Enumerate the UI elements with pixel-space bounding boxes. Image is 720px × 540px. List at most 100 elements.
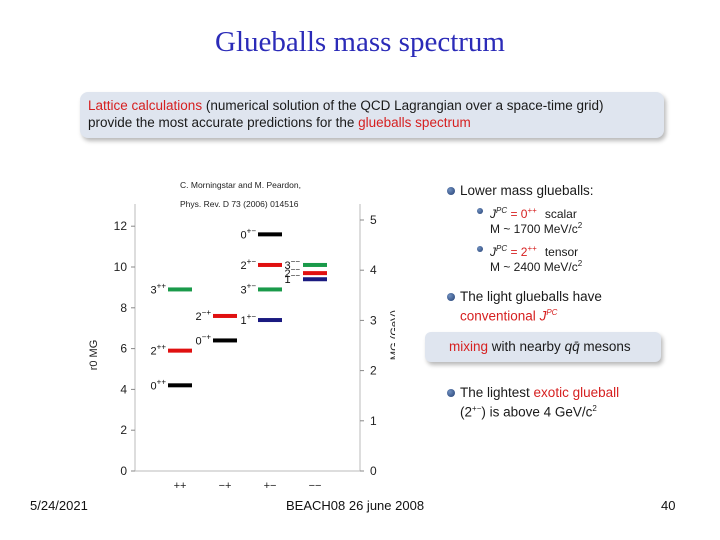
left-tick-label: 2 [120, 423, 127, 437]
mixing-red: mixing [449, 339, 489, 354]
level-label: 3+− [241, 281, 257, 296]
level-bar-1−− [303, 277, 327, 282]
light-line-1: The light glueballs have [460, 289, 602, 304]
level-label: 1+− [241, 312, 257, 327]
right-tick-label: 2 [370, 364, 377, 378]
tensor-mass-line: M ~ 2400 MeV/c2 [490, 257, 582, 274]
light-conventional: conventional [460, 308, 540, 324]
footer-event: BEACH08 26 june 2008 [286, 498, 425, 513]
banner-line1-rest: (numerical solution of the QCD Lagrangia… [202, 98, 604, 113]
exotic-sup2: 2 [592, 404, 597, 413]
banner-line-1: Lattice calculations (numerical solution… [88, 98, 656, 115]
left-tick-label: 10 [114, 260, 128, 274]
footer-date: 5/24/2021 [30, 498, 88, 513]
level-label: 0++ [151, 377, 167, 392]
level-bar-3−− [303, 262, 327, 267]
banner-lattice-text: Lattice calculations [88, 98, 203, 113]
banner-line-2: provide the most accurate predictions fo… [88, 115, 656, 132]
footer-page-number: 40 [661, 498, 676, 513]
level-label: 2−+ [196, 308, 212, 323]
left-tick-label: 0 [120, 464, 127, 478]
level-bar-0−+ [213, 338, 237, 343]
scalar-mass-line: M ~ 1700 MeV/c2 [490, 219, 582, 236]
exotic-start: The lightest [460, 385, 534, 400]
light-jpc-sup: PC [546, 308, 558, 317]
tensor-eq: = 2 [507, 245, 528, 259]
reference: C. Morningstar and M. Peardon, Phys. Rev… [180, 176, 301, 214]
bullet-lower-mass: Lower mass glueballs: [460, 183, 594, 198]
level-label: 2+− [241, 257, 257, 272]
left-tick-label: 12 [114, 219, 128, 233]
right-tick-label: 0 [370, 464, 377, 478]
banner-line2-start: provide the most accurate predictions fo… [88, 114, 359, 130]
scalar-mass: M ~ 1700 MeV/c [490, 222, 578, 236]
left-tick-label: 4 [120, 382, 127, 396]
tensor-jpc-sup: PC [496, 244, 508, 253]
y-axis-label-right: MG (GeV) [389, 310, 395, 360]
bullet-light-glueballs: The light glueballs have conventional JP… [460, 289, 602, 325]
left-tick-label: 8 [120, 301, 127, 315]
banner-spectrum-text: glueballs spectrum [358, 114, 471, 130]
mixing-end: mesons [579, 339, 631, 354]
level-bar-3++ [168, 287, 192, 292]
level-label: 0+− [241, 226, 257, 241]
exotic-end: ) is above 4 GeV/c [481, 404, 593, 420]
lattice-banner: Lattice calculations (numerical solution… [80, 92, 664, 138]
reference-authors: C. Morningstar and M. Peardon, [180, 180, 301, 190]
reference-journal: Phys. Rev. D 73 (2006) 014516 [180, 199, 299, 209]
tensor-jpc: J [490, 245, 496, 259]
slide-title: Glueballs mass spectrum [215, 26, 505, 58]
exotic-line2: (2 [460, 404, 473, 420]
bullet-dot-icon [447, 293, 455, 301]
column-label: −+ [219, 480, 232, 492]
scalar-mass-sup: 2 [577, 221, 583, 230]
level-label: 3++ [151, 281, 167, 296]
level-bar-2+− [258, 262, 282, 267]
scalar-line: JPC = 0++ scalar [490, 204, 577, 221]
level-bar-0++ [168, 383, 192, 388]
scalar-jpc: J [490, 207, 496, 221]
light-jpc: J [539, 308, 547, 324]
tensor-line: JPC = 2++ tensor [490, 242, 578, 259]
left-tick-label: 6 [120, 342, 127, 356]
bullet-dot-icon [447, 187, 455, 195]
right-tick-label: 5 [370, 213, 377, 227]
sub-bullet-dot-icon [477, 208, 483, 214]
mixing-box: mixing with nearby qq̄ mesons [425, 332, 661, 362]
level-bar-2++ [168, 348, 192, 353]
level-label: 3−− [285, 257, 301, 272]
exotic-sup: +− [472, 404, 482, 413]
column-label: +− [264, 480, 277, 492]
exotic-line-1: The lightest exotic glueball [460, 385, 619, 401]
level-label: 2−− [285, 265, 301, 280]
mixing-rest: with nearby [488, 339, 565, 354]
level-bar-0+− [258, 232, 282, 237]
scalar-label: scalar [544, 207, 577, 221]
right-tick-label: 3 [370, 313, 377, 327]
tensor-label: tensor [544, 245, 579, 259]
bullet-dot-icon [447, 389, 455, 397]
light-line-2: conventional JPC [460, 305, 602, 325]
level-bar-1+− [258, 318, 282, 323]
column-label: −− [309, 480, 322, 492]
column-label: ++ [174, 480, 187, 492]
sub-bullet-dot-icon [477, 246, 483, 252]
right-tick-label: 1 [370, 414, 377, 428]
tensor-mass: M ~ 2400 MeV/c [490, 260, 578, 274]
level-label: 0−+ [196, 332, 212, 347]
tensor-mass-sup: 2 [577, 259, 583, 268]
level-bar-2−+ [213, 313, 237, 318]
bullet-exotic: The lightest exotic glueball (2+−) is ab… [460, 385, 619, 421]
scalar-eq: = 0 [507, 207, 528, 221]
level-label: 1−− [285, 271, 301, 286]
exotic-red: exotic glueball [533, 385, 620, 400]
level-bar-3+− [258, 287, 282, 292]
tensor-eq-sup: ++ [527, 244, 537, 253]
exotic-line-2: (2+−) is above 4 GeV/c2 [460, 401, 619, 421]
mixing-qq: qq̄ [564, 339, 580, 354]
level-label: 2++ [151, 343, 167, 358]
y-axis-label-left: r0 MG [88, 340, 100, 371]
scalar-eq-sup: ++ [527, 206, 537, 215]
right-tick-label: 4 [370, 263, 377, 277]
